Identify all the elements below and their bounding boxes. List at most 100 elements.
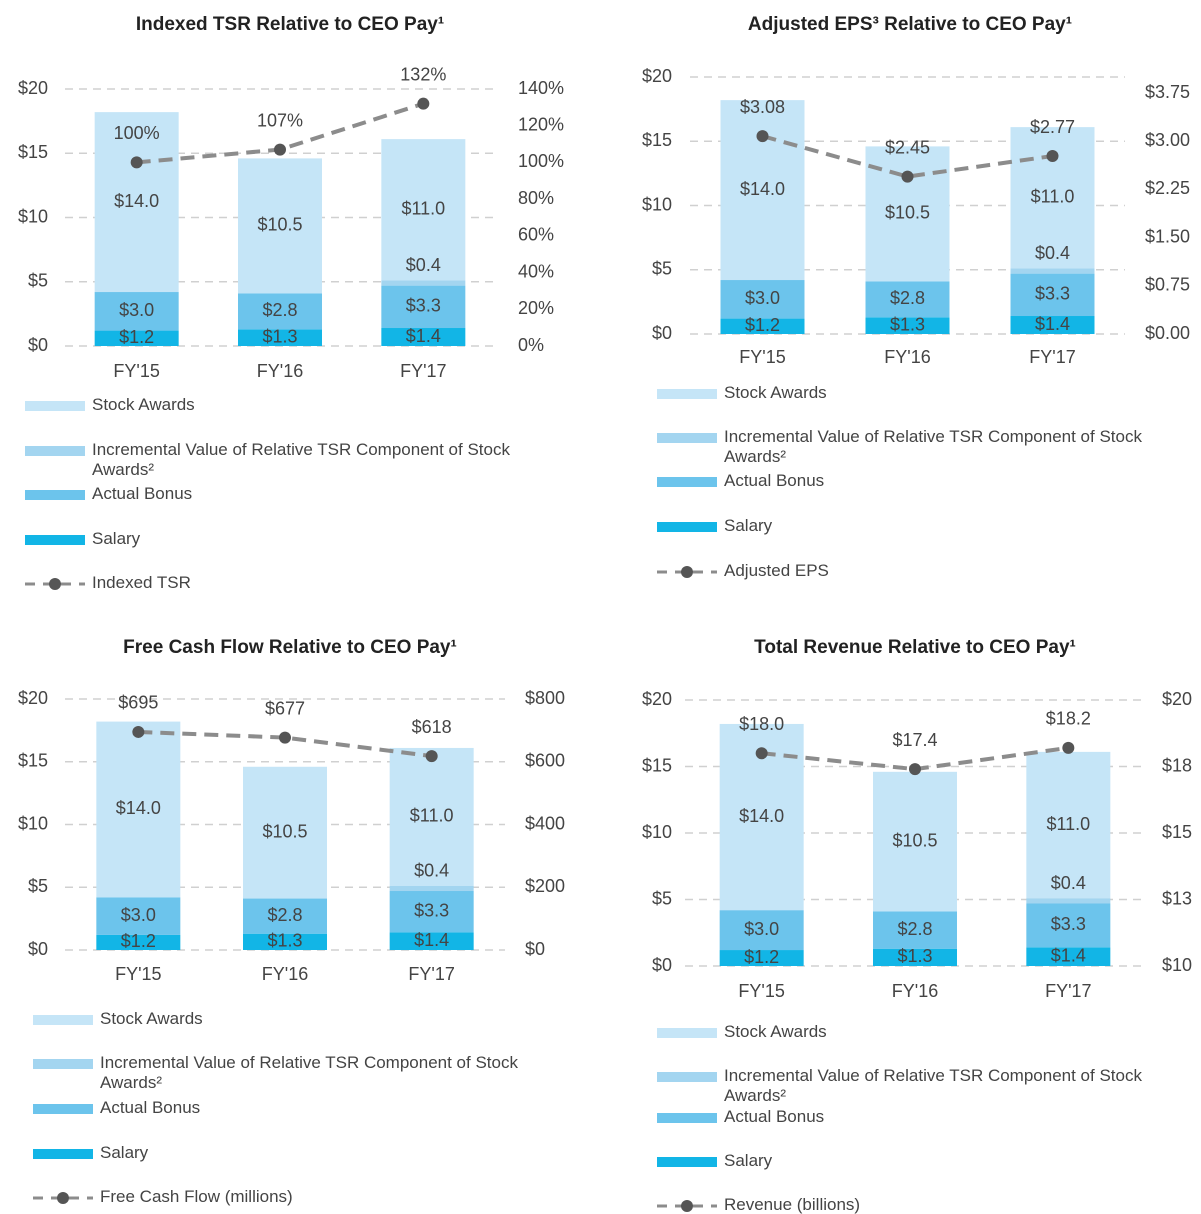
data-label: $11.0	[1031, 187, 1075, 207]
y2-tick-label: $18	[1162, 755, 1192, 775]
legend-label: Stock Awards	[724, 1022, 827, 1041]
bar-segment	[1026, 947, 1111, 966]
y-tick-label: $0	[28, 939, 48, 959]
data-label: $14.0	[740, 179, 785, 199]
y2-tick-label: $200	[525, 876, 565, 896]
y-tick-label: $15	[642, 130, 672, 150]
chart-title: Total Revenue Relative to CEO Pay¹	[754, 637, 1076, 658]
legend-swatch	[657, 433, 717, 443]
y2-tick-label: 140%	[518, 78, 564, 98]
y2-tick-label: $2.25	[1145, 178, 1190, 198]
x-tick-label: FY'17	[1045, 981, 1091, 1001]
bar-segment	[719, 910, 804, 951]
bar-segment	[389, 891, 474, 933]
y-tick-label: $5	[652, 888, 672, 908]
bar-segment	[389, 932, 474, 950]
y2-tick-label: $13	[1162, 888, 1192, 908]
line-marker	[132, 725, 145, 738]
y-tick-label: $20	[642, 66, 672, 86]
legend-swatch	[657, 477, 717, 487]
y2-tick-label: $0.00	[1145, 323, 1190, 343]
legend-swatch	[657, 1157, 717, 1167]
y-tick-label: $10	[18, 813, 48, 833]
y-tick-label: $15	[18, 751, 48, 771]
data-label: $1.3	[890, 314, 925, 334]
y-tick-label: $15	[642, 755, 672, 775]
data-label: $1.4	[1051, 945, 1086, 965]
line-marker	[274, 143, 286, 156]
x-tick-label: FY'16	[262, 964, 308, 984]
legend-swatch	[25, 446, 85, 456]
bar-segment	[243, 766, 327, 899]
legend-swatch	[33, 1015, 93, 1025]
data-label: $2.8	[897, 919, 932, 939]
bar-segment	[865, 317, 950, 334]
legend-label: Stock Awards	[100, 1009, 203, 1028]
line	[761, 134, 1053, 179]
y2-tick-label: 60%	[518, 225, 554, 245]
y2-tick-label: 40%	[518, 261, 554, 281]
data-label: $1.3	[267, 931, 302, 951]
bar-segment	[865, 281, 950, 318]
data-label: $14.0	[116, 798, 161, 818]
x-tick-label: FY'15	[115, 964, 161, 984]
data-label: $1.2	[121, 931, 156, 951]
legend-label: Stock Awards	[92, 395, 195, 414]
legend-label: Salary	[100, 1143, 149, 1162]
legend-swatch	[657, 1113, 717, 1123]
legend-label: Stock Awards	[724, 383, 827, 402]
bar-segment	[96, 934, 181, 950]
line-marker	[909, 763, 921, 776]
bar-segment	[720, 280, 805, 319]
y-tick-label: $20	[642, 689, 672, 709]
line-marker	[417, 97, 430, 110]
bar-segment	[719, 950, 804, 966]
bar-segment	[1026, 903, 1111, 948]
bar-segment	[1026, 898, 1111, 904]
data-label: $1.4	[414, 930, 449, 950]
legend-marker	[57, 1192, 69, 1204]
x-tick-label: FY'15	[739, 347, 785, 367]
legend-label: Adjusted EPS	[724, 561, 829, 580]
bar-segment	[381, 285, 466, 329]
y2-tick-label: $15	[1162, 822, 1192, 842]
line-marker	[755, 747, 768, 760]
data-label: $0.4	[1035, 243, 1070, 263]
bar-segment	[381, 328, 466, 346]
data-label: $1.4	[1035, 314, 1070, 334]
data-label: $10.5	[257, 215, 302, 235]
legend-label: Incremental Value of Relative TSR Compon…	[92, 440, 510, 479]
y-tick-label: $0	[652, 955, 672, 975]
bar-segment	[1026, 751, 1111, 899]
bar-segment	[873, 911, 957, 949]
data-label: 107%	[257, 110, 303, 130]
y2-tick-label: $0.75	[1145, 275, 1190, 295]
bar-segment	[873, 771, 957, 912]
bar-segment	[243, 898, 327, 934]
data-label: $0.4	[406, 255, 441, 275]
data-label: $2.77	[1030, 117, 1075, 137]
data-label: $1.3	[897, 946, 932, 966]
data-label: $10.5	[262, 821, 307, 841]
data-label: $18.2	[1046, 709, 1091, 729]
x-tick-label: FY'17	[1029, 347, 1075, 367]
y-tick-label: $0	[652, 323, 672, 343]
y-tick-label: $15	[18, 142, 48, 162]
y-tick-label: $20	[18, 78, 48, 98]
legend-label: Incremental Value of Relative TSR Compon…	[724, 427, 1142, 466]
legend-swatch	[25, 490, 85, 500]
legend-label: Incremental Value of Relative TSR Compon…	[100, 1053, 518, 1092]
data-label: $3.08	[740, 97, 785, 117]
bar-segment	[238, 293, 322, 330]
bar-segment	[389, 747, 474, 886]
y2-tick-label: $400	[525, 813, 565, 833]
data-label: $1.2	[744, 947, 779, 967]
legend-label: Actual Bonus	[724, 1107, 825, 1126]
data-label: $11.0	[1046, 814, 1090, 834]
legend-label: Indexed TSR	[92, 573, 191, 592]
data-label: $17.4	[892, 730, 937, 750]
legend-marker	[681, 1200, 693, 1212]
bar-segment	[389, 885, 474, 892]
